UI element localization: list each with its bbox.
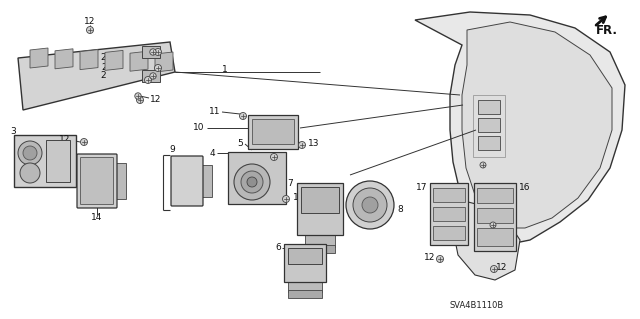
Bar: [14, 135, 76, 187]
Text: 5: 5: [237, 138, 243, 147]
Circle shape: [239, 113, 246, 120]
Bar: [301, 187, 339, 213]
Circle shape: [436, 256, 444, 263]
Text: SOCKET: SOCKET: [312, 205, 328, 209]
Circle shape: [282, 196, 289, 203]
Text: 12: 12: [59, 135, 70, 144]
Text: 1: 1: [222, 64, 228, 73]
Circle shape: [81, 138, 88, 145]
Text: 8: 8: [397, 205, 403, 214]
FancyBboxPatch shape: [77, 154, 117, 208]
Bar: [430, 183, 468, 245]
Bar: [284, 244, 326, 282]
Bar: [474, 183, 516, 251]
Bar: [252, 119, 294, 144]
Circle shape: [490, 265, 497, 272]
Bar: [477, 228, 513, 246]
Bar: [297, 183, 343, 235]
Circle shape: [247, 177, 257, 187]
Bar: [116, 163, 126, 199]
Text: OUTLET: OUTLET: [312, 199, 328, 203]
Circle shape: [154, 64, 161, 71]
Text: 6: 6: [275, 243, 281, 253]
Bar: [288, 282, 322, 292]
Text: 12: 12: [150, 95, 161, 105]
Bar: [288, 290, 322, 298]
Circle shape: [353, 188, 387, 222]
Bar: [142, 70, 160, 82]
Text: 2: 2: [100, 71, 106, 80]
Circle shape: [362, 197, 378, 213]
Bar: [478, 118, 500, 132]
Bar: [305, 235, 335, 247]
Polygon shape: [155, 52, 173, 72]
Text: 16: 16: [519, 183, 531, 192]
Text: VSA: VSA: [92, 170, 102, 175]
Polygon shape: [105, 50, 123, 70]
FancyBboxPatch shape: [171, 156, 203, 206]
Text: POWER: POWER: [312, 193, 328, 197]
Polygon shape: [55, 49, 73, 69]
Polygon shape: [462, 22, 612, 228]
Polygon shape: [453, 200, 520, 280]
Text: FR.: FR.: [596, 25, 618, 38]
Polygon shape: [80, 49, 98, 70]
Circle shape: [150, 49, 156, 55]
Text: 14: 14: [92, 213, 102, 222]
Circle shape: [346, 181, 394, 229]
Bar: [433, 188, 465, 202]
Text: 10: 10: [193, 123, 204, 132]
Text: 12: 12: [424, 254, 435, 263]
Text: 2: 2: [101, 63, 107, 72]
Bar: [228, 152, 286, 204]
Bar: [248, 115, 298, 149]
Text: 9: 9: [169, 145, 175, 154]
Bar: [478, 136, 500, 150]
Circle shape: [154, 48, 161, 56]
Bar: [142, 46, 160, 58]
Circle shape: [135, 93, 141, 99]
Bar: [305, 245, 335, 253]
Bar: [46, 140, 70, 182]
Text: 4: 4: [209, 149, 215, 158]
Bar: [477, 208, 513, 223]
Bar: [477, 188, 513, 203]
Circle shape: [150, 73, 156, 79]
FancyBboxPatch shape: [81, 158, 113, 204]
Text: 13: 13: [308, 138, 319, 147]
Circle shape: [86, 26, 93, 33]
Text: 13: 13: [293, 192, 305, 202]
Bar: [433, 207, 465, 221]
Polygon shape: [30, 48, 48, 68]
Bar: [473, 95, 505, 157]
Circle shape: [145, 77, 152, 84]
Circle shape: [298, 142, 305, 149]
Circle shape: [23, 146, 37, 160]
Polygon shape: [130, 51, 148, 71]
Text: SVA4B1110B: SVA4B1110B: [450, 300, 504, 309]
Text: 3: 3: [10, 128, 16, 137]
Circle shape: [241, 171, 263, 193]
Text: 17: 17: [415, 183, 427, 192]
Text: 11: 11: [209, 108, 220, 116]
Bar: [433, 226, 465, 240]
Circle shape: [18, 141, 42, 165]
Text: 12: 12: [84, 18, 96, 26]
Text: 15: 15: [51, 173, 63, 182]
Circle shape: [234, 164, 270, 200]
Circle shape: [271, 153, 278, 160]
Circle shape: [20, 163, 40, 183]
Text: 7: 7: [287, 179, 293, 188]
Bar: [478, 100, 500, 114]
Circle shape: [136, 97, 143, 103]
Bar: [202, 165, 212, 197]
Bar: [288, 248, 322, 264]
Polygon shape: [415, 12, 625, 245]
Text: 2: 2: [100, 53, 106, 62]
Text: OFF: OFF: [92, 181, 102, 186]
Circle shape: [490, 222, 496, 228]
Polygon shape: [18, 42, 175, 110]
Text: 12: 12: [496, 263, 508, 272]
Circle shape: [480, 162, 486, 168]
